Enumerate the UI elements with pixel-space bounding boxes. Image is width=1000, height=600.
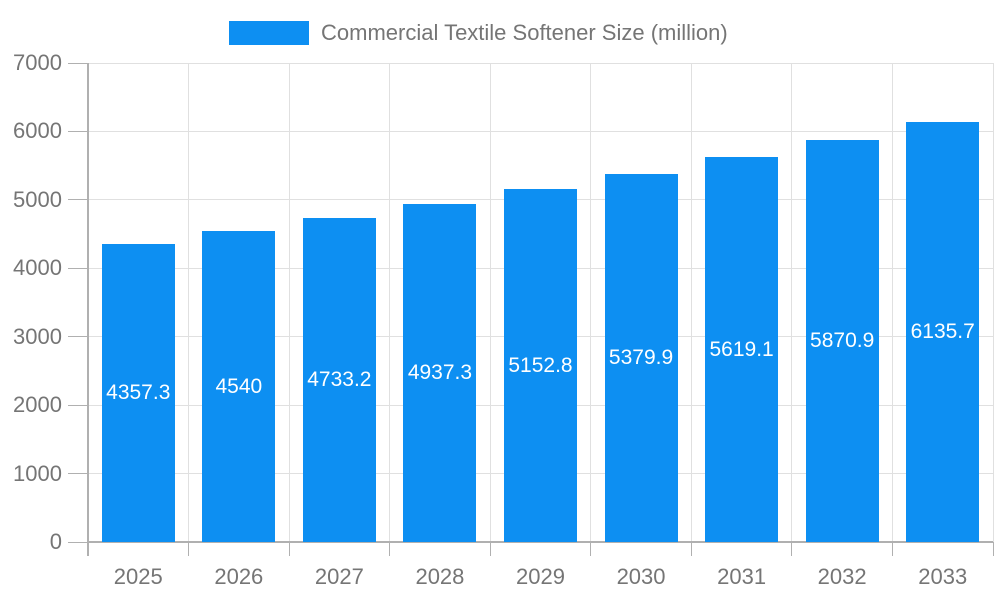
y-axis-label: 7000 <box>13 50 62 75</box>
bar-value-label: 5152.8 <box>508 353 573 377</box>
x-axis-label-2028: 2028 <box>415 564 465 589</box>
y-axis-label: 2000 <box>13 392 62 418</box>
y-tick <box>68 267 88 269</box>
y-tick <box>68 130 88 132</box>
x-axis-label-2031: 2031 <box>717 564 767 589</box>
gridline-vertical <box>590 63 592 542</box>
x-axis-label-2032: 2032 <box>817 564 867 589</box>
bar-value-label: 6135.7 <box>910 320 975 344</box>
gridline-vertical <box>188 63 190 542</box>
bar-2032[interactable]: 5870.9 <box>805 140 879 542</box>
bar-value-label: 4733.2 <box>307 368 372 392</box>
legend-label: Commercial Textile Softener Size (millio… <box>321 20 728 45</box>
y-axis-label: 1000 <box>13 460 62 486</box>
gridline-vertical <box>992 63 994 542</box>
gridline-vertical <box>891 63 893 542</box>
x-tick <box>891 542 893 556</box>
x-axis-line <box>88 541 993 543</box>
gridline-vertical <box>288 63 290 542</box>
gridline-vertical <box>389 63 391 542</box>
gridline-horizontal <box>88 130 993 132</box>
y-tick <box>68 541 88 543</box>
x-axis-label-2029: 2029 <box>516 564 565 589</box>
y-axis-label: 3000 <box>13 323 62 349</box>
y-axis-label: 5000 <box>13 186 62 212</box>
bar-2026[interactable]: 4540 <box>202 231 276 542</box>
x-axis-label-2027: 2027 <box>314 564 364 589</box>
bar-value-label: 4937.3 <box>407 361 473 385</box>
bar-value-label: 4540 <box>215 374 263 398</box>
x-tick <box>992 542 994 556</box>
bar-2033[interactable]: 6135.7 <box>906 122 980 542</box>
x-axis-label-2025: 2025 <box>113 564 163 589</box>
bar-value-label: 5870.9 <box>810 329 875 353</box>
y-axis-line <box>87 63 89 556</box>
bar-2027[interactable]: 4733.2 <box>302 218 376 542</box>
x-tick <box>590 542 592 556</box>
x-axis-label-2030: 2030 <box>616 564 666 589</box>
y-tick <box>68 473 88 475</box>
x-tick <box>489 542 491 556</box>
y-tick <box>68 199 88 201</box>
bar-2031[interactable]: 5619.1 <box>705 157 779 542</box>
bar-value-label: 4357.3 <box>106 380 171 404</box>
y-axis-label: 4000 <box>13 255 62 281</box>
bar-2030[interactable]: 5379.9 <box>604 173 678 542</box>
bar-value-label: 5619.1 <box>709 337 774 361</box>
x-tick <box>288 542 290 556</box>
x-tick <box>389 542 391 556</box>
bar-2029[interactable]: 5152.8 <box>504 189 577 542</box>
x-axis-label-2026: 2026 <box>214 564 264 589</box>
gridline-vertical <box>791 63 793 542</box>
y-tick <box>68 62 88 64</box>
x-tick <box>188 542 190 556</box>
gridline-horizontal <box>88 62 993 64</box>
legend[interactable]: Commercial Textile Softener Size (millio… <box>229 21 728 45</box>
gridline-vertical <box>690 63 692 542</box>
gridline-vertical <box>489 63 491 542</box>
y-axis-label: 0 <box>49 529 62 554</box>
bar-2028[interactable]: 4937.3 <box>403 204 477 542</box>
x-tick <box>791 542 793 556</box>
y-tick <box>68 404 88 406</box>
legend-swatch <box>229 21 309 45</box>
bar-value-label: 5379.9 <box>608 345 674 369</box>
y-axis-label: 6000 <box>13 118 62 144</box>
bar-2025[interactable]: 4357.3 <box>101 243 175 542</box>
y-tick <box>68 336 88 338</box>
x-tick <box>690 542 692 556</box>
x-axis-label-2033: 2033 <box>918 564 968 589</box>
